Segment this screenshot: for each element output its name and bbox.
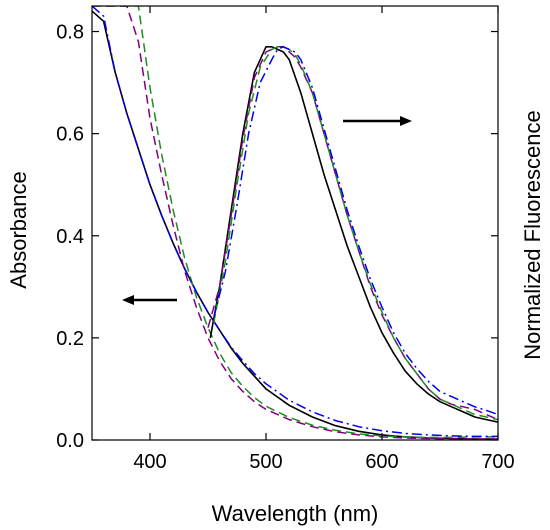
x-tick-label: 600 [365,451,398,473]
y-tick-label: 0.0 [56,430,84,452]
y-tick-label: 0.6 [56,124,84,146]
x-axis-ticks: 400 500 600 700 [133,6,515,473]
y-tick-label: 0.8 [56,22,84,44]
fluorescence-series-5 [209,45,498,423]
series-layer [92,6,498,440]
right-axis-arrow [343,116,412,126]
plot-frame [91,5,499,441]
y-axis-label: Absorbance [6,171,31,288]
y-axis-ticks: 0.0 0.2 0.4 0.6 0.8 [56,22,498,452]
annotation-arrows [122,116,412,305]
left-axis-arrow [122,295,177,305]
x-tick-label: 700 [481,451,514,473]
absorbance-series-3 [92,6,498,439]
x-axis-label: Wavelength (nm) [212,501,379,526]
x-tick-label: 500 [249,451,282,473]
y-tick-label: 0.4 [56,226,84,248]
right-y-axis-label: Normalized Fluorescence [520,110,545,359]
absorbance-series-1 [92,10,498,440]
absorbance-series-4 [92,6,498,438]
fluorescence-series-8 [213,46,498,416]
y-tick-label: 0.2 [56,328,84,350]
fluorescence-series-7 [213,46,498,421]
absorbance-series-2 [92,6,498,440]
x-tick-label: 400 [133,451,166,473]
